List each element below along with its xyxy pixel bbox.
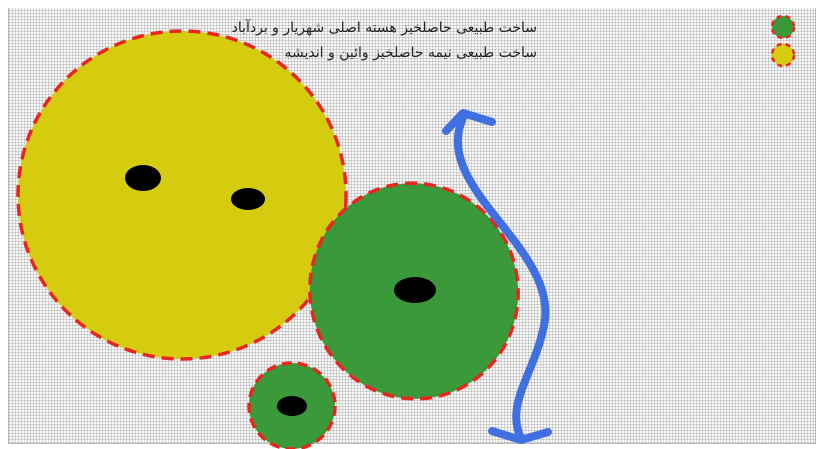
core-dot <box>125 165 161 191</box>
legend-label-semi-fertile: ساخت طبیعی نیمه حاصلخیز وائین و اندیشه <box>284 45 537 61</box>
legend-swatch-fertile <box>770 14 796 40</box>
double-headed-wavy-arrow-icon <box>442 109 552 444</box>
legend-label-fertile: ساخت طبیعی حاصلخیز هسته اصلی شهریار و بر… <box>231 20 537 36</box>
core-dot <box>277 396 307 416</box>
legend-swatch-semi-fertile <box>770 42 796 68</box>
semi-fertile-zone <box>16 29 348 361</box>
core-dot <box>231 188 265 210</box>
core-dot <box>394 277 436 303</box>
